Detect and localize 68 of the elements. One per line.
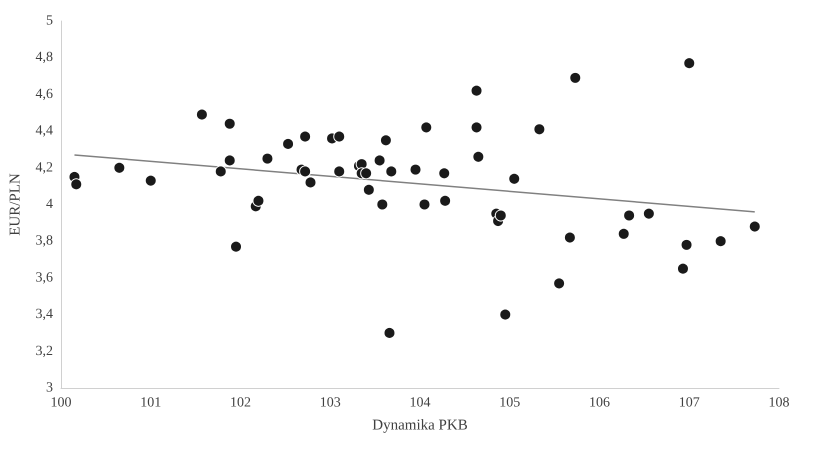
point: [438, 167, 450, 180]
point: [304, 176, 317, 188]
point: [380, 134, 392, 146]
x-tick-label: 102: [230, 396, 251, 410]
x-tick-label: 101: [140, 396, 162, 410]
point: [224, 118, 236, 130]
x-axis-title: Dynamika PKB: [372, 418, 468, 434]
point: [70, 178, 82, 190]
point: [214, 165, 227, 178]
y-axis-title: EUR/PLN: [8, 173, 24, 236]
point: [282, 138, 294, 150]
point: [196, 108, 208, 121]
point: [261, 152, 274, 165]
y-tick-label: 4,4: [36, 124, 53, 139]
y-tick-label: 3,8: [36, 234, 53, 249]
point: [533, 123, 546, 136]
point: [410, 164, 422, 176]
point: [374, 154, 386, 166]
point: [642, 208, 655, 220]
point: [252, 194, 264, 207]
point: [333, 165, 346, 178]
point: [676, 262, 689, 275]
point: [333, 130, 346, 143]
point: [470, 121, 483, 134]
x-tick-label: 104: [410, 396, 430, 410]
point: [362, 184, 375, 196]
point: [420, 121, 432, 134]
point: [680, 238, 693, 251]
point: [494, 210, 507, 222]
point: [508, 172, 520, 185]
point: [376, 198, 388, 210]
x-tick-label: 106: [589, 396, 610, 410]
point: [230, 240, 242, 253]
point: [499, 308, 512, 321]
y-tick-label: 3,6: [36, 270, 53, 286]
point: [714, 235, 727, 248]
point: [383, 326, 396, 339]
x-tick-label: 107: [678, 396, 700, 410]
x-tick-label: 108: [768, 396, 790, 410]
x-tick-label: 100: [50, 396, 72, 410]
y-tick-label: 3: [46, 380, 53, 396]
point: [360, 167, 372, 180]
point: [385, 165, 398, 178]
y-tick-label: 3,4: [36, 307, 53, 322]
point: [683, 57, 696, 70]
point: [623, 210, 636, 222]
point: [144, 174, 157, 187]
y-tick-label: 3,2: [36, 344, 53, 359]
y-tick-label: 4,2: [36, 160, 53, 176]
x-tick-label: 103: [320, 396, 341, 410]
y-tick-label: 4,8: [36, 50, 53, 66]
point: [113, 162, 126, 174]
point: [299, 130, 312, 143]
point: [224, 154, 236, 166]
point: [299, 165, 312, 178]
point: [569, 72, 582, 84]
y-tick-label: 5: [46, 14, 53, 28]
x-tick-label: 105: [499, 396, 520, 410]
point: [564, 232, 576, 244]
point: [470, 84, 483, 97]
point: [472, 150, 484, 163]
point: [418, 198, 430, 210]
y-tick-label: 4: [46, 197, 53, 212]
y-tick-label: 4,6: [36, 86, 53, 102]
point: [439, 194, 452, 207]
point: [748, 220, 761, 233]
point: [553, 277, 566, 290]
point: [618, 228, 630, 240]
